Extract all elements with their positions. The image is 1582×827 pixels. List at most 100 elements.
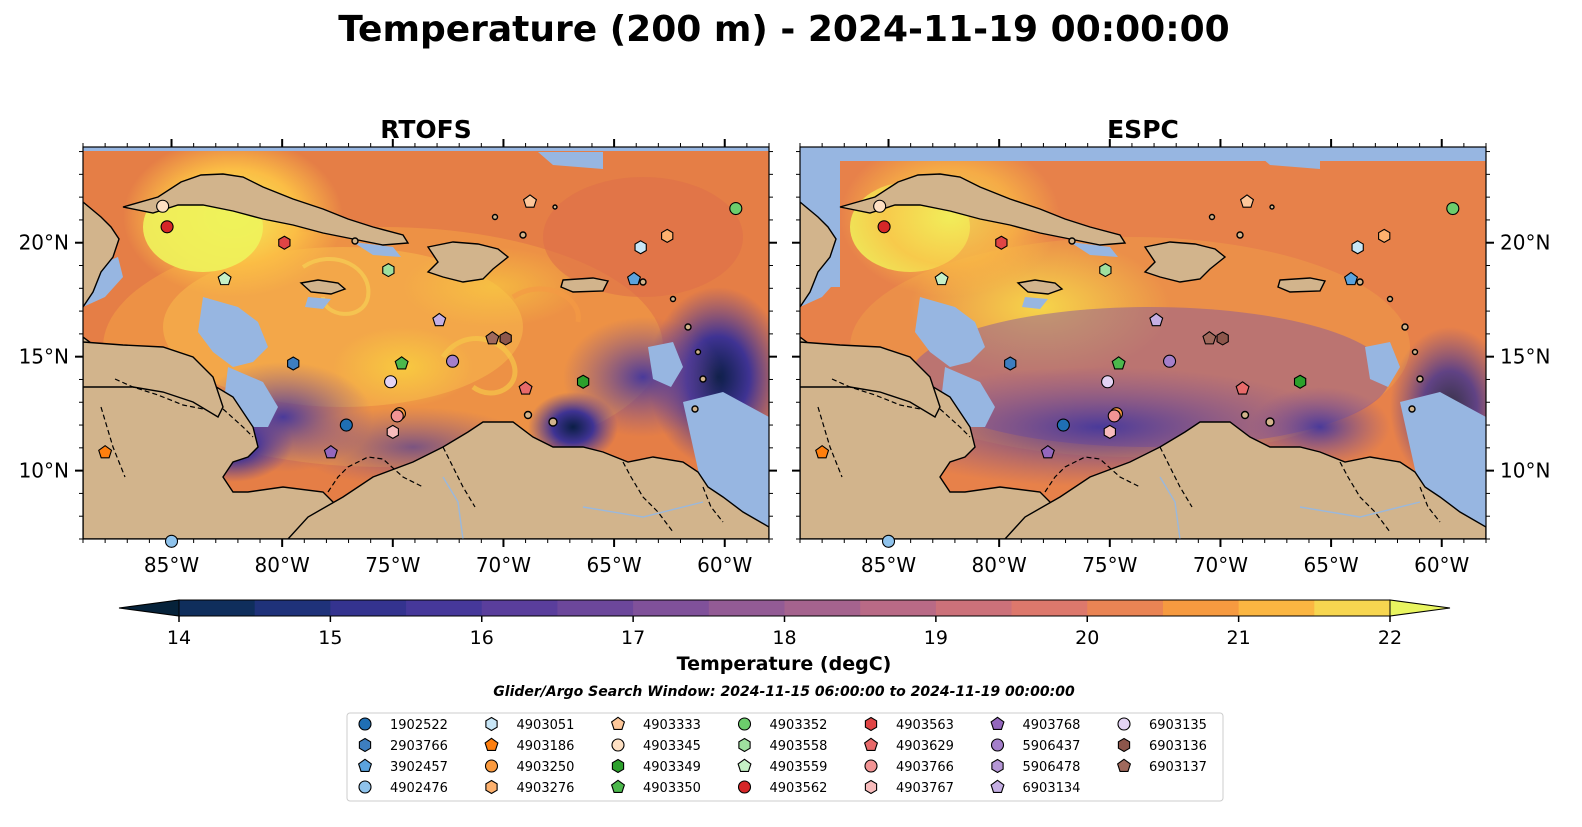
colorbar-tick-label: 17 — [621, 627, 645, 649]
x-tick-label: 75°W — [1082, 553, 1137, 577]
legend-marker-6903135 — [1117, 717, 1131, 731]
legend-marker-4903276 — [485, 779, 498, 795]
colorbar-tick-label: 14 — [167, 627, 191, 649]
colorbar-extend-high — [1389, 599, 1451, 617]
legend-marker-2903766 — [358, 737, 372, 753]
colorbar-tick-label: 22 — [1378, 627, 1402, 649]
platform-marker-4903559 — [934, 271, 949, 286]
panel-title-rtofs: RTOFS — [380, 115, 472, 144]
legend-label: 6903136 — [1149, 739, 1207, 754]
legend-label: 6903137 — [1149, 760, 1207, 775]
platform-marker-4903563 — [995, 235, 1008, 250]
legend-marker-4903345 — [611, 738, 625, 752]
legend-label: 4903333 — [643, 718, 701, 733]
x-tick-label: 80°W — [972, 553, 1027, 577]
legend-label: 5906437 — [1023, 739, 1081, 754]
colorbar-tick-label: 16 — [470, 627, 494, 649]
platform-marker-4903186 — [98, 444, 113, 459]
platform-marker-4903276 — [661, 228, 674, 243]
legend-label: 4903559 — [770, 760, 828, 775]
x-tick-label: 80°W — [255, 553, 310, 577]
colorbar-band — [179, 600, 256, 616]
x-tick-label: 60°W — [1414, 553, 1469, 577]
legend-label: 4903766 — [896, 760, 954, 775]
legend-marker-4903350 — [610, 779, 626, 793]
platform-marker-4903629 — [518, 381, 533, 395]
legend-label: 4903276 — [517, 781, 575, 796]
legend-label: 4903562 — [770, 781, 828, 796]
legend-label: 4903186 — [517, 739, 575, 754]
x-tick-label: 70°W — [1193, 553, 1248, 577]
platform-marker-6903136 — [499, 331, 512, 346]
legend-label: 4903563 — [896, 718, 954, 733]
panel-title-espc: ESPC — [1107, 115, 1179, 144]
colorbar-band — [784, 600, 861, 616]
colorbar-band — [1087, 600, 1164, 616]
platform-marker-4903767 — [386, 424, 399, 439]
legend-marker-1902522 — [358, 717, 372, 731]
platform-marker-3902457 — [626, 271, 642, 286]
platform-marker-4903766 — [390, 409, 404, 423]
platform-marker-6903137 — [485, 331, 500, 345]
legend-label: 1902522 — [390, 718, 448, 733]
legend-marker-4903186 — [484, 737, 499, 751]
legend-label: 4903350 — [643, 781, 701, 796]
legend-marker-5906478 — [991, 758, 1004, 774]
platform-marker-4903349 — [576, 374, 590, 389]
legend-marker-4903767 — [864, 779, 878, 795]
platform-marker-6903136 — [1216, 331, 1229, 346]
platform-marker-4903562 — [160, 220, 174, 234]
platform-marker-4903768 — [323, 444, 338, 459]
platform-marker-2903766 — [1004, 356, 1017, 371]
platform-marker-4903345 — [156, 199, 170, 213]
platform-marker-4903559 — [217, 271, 232, 286]
x-tick-label: 85°W — [861, 553, 916, 577]
colorbar-band — [330, 600, 407, 616]
legend-marker-4903349 — [611, 758, 625, 774]
legend-marker-6903136 — [1117, 737, 1131, 753]
legend-label: 2903766 — [390, 739, 448, 754]
platform-marker-4903051 — [634, 240, 647, 255]
colorbar-label: Temperature (degC) — [677, 653, 892, 675]
legend-marker-4903558 — [738, 737, 751, 753]
legend-marker-4903766 — [864, 759, 878, 773]
colorbar-tick-label: 21 — [1227, 627, 1251, 649]
legend-marker-4903352 — [737, 717, 752, 731]
legend-marker-4903333 — [610, 716, 626, 730]
colorbar-band — [254, 600, 331, 616]
legend-marker-4903051 — [485, 716, 498, 732]
figure-title: Temperature (200 m) - 2024-11-19 00:00:0… — [338, 9, 1229, 50]
legend-marker-4903563 — [864, 716, 878, 732]
x-tick-label: 85°W — [144, 553, 199, 577]
colorbar-band — [481, 600, 558, 616]
platform-marker-6903137 — [1202, 331, 1217, 345]
platform-marker-4902476 — [881, 534, 896, 548]
platform-marker-3902457 — [1343, 271, 1359, 286]
platform-marker-6903135 — [384, 375, 398, 389]
colorbar-tick-label: 20 — [1075, 627, 1099, 649]
legend-marker-4902476 — [358, 780, 372, 794]
platform-marker-4903345 — [873, 199, 887, 213]
colorbar-band — [860, 600, 937, 616]
legend-label: 4903768 — [1023, 718, 1081, 733]
platform-marker-4903333 — [522, 194, 538, 208]
platform-marker-4903767 — [1103, 424, 1116, 439]
legend-marker-5906437 — [990, 738, 1005, 752]
legend-label: 4903349 — [643, 760, 701, 775]
legend-marker-4903559 — [737, 758, 752, 772]
platform-marker-4903558 — [382, 262, 395, 278]
colorbar-band — [1162, 600, 1240, 616]
colorbar-band — [406, 600, 483, 616]
legend-marker-4903629 — [863, 737, 879, 751]
platform-marker-4903766 — [1107, 409, 1121, 423]
colorbar-band — [633, 600, 710, 616]
legend-label: 4902476 — [390, 781, 448, 796]
legend-label: 4903352 — [770, 718, 828, 733]
platform-marker-1902522 — [339, 418, 353, 432]
platform-marker-4903333 — [1239, 194, 1255, 208]
colorbar: 14 15 16 17 18 19 20 21 22 — [118, 599, 1451, 649]
platform-marker-4902476 — [164, 534, 179, 548]
legend-marker-6903137 — [1116, 758, 1132, 772]
platform-marker-5906437 — [446, 354, 460, 368]
map-panel-espc: ESPC 85°W 80°W 75°W 70°W 65°W 60°W 10°N 15°N 20°… — [792, 115, 1550, 577]
